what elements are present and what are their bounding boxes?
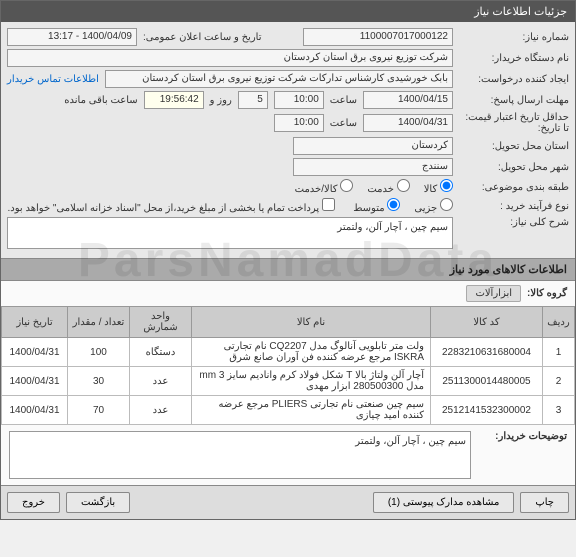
creator-field: بابک خورشیدی کارشناس تدارکات شرکت توزیع …: [105, 70, 453, 88]
radio-service[interactable]: [397, 179, 410, 192]
valid-date: 1400/04/31: [363, 114, 453, 132]
cell-n: 2: [543, 367, 575, 396]
cell-name: آچار آلن ولتاژ بالا T شکل فولاد کرم وانا…: [192, 367, 431, 396]
cell-n: 1: [543, 338, 575, 367]
city-label: شهر محل تحویل:: [459, 162, 569, 173]
cell-unit: دستگاه: [130, 338, 192, 367]
row-subject: شرح کلی نیاز: سیم چین ، آچار آلن، ولتمتر: [7, 217, 569, 249]
col-unit: واحد شمارش: [130, 307, 192, 338]
row-budget: طبقه بندی موضوعی: کالا خدمت کالا/خدمت: [7, 179, 569, 195]
province-label: استان محل تحویل:: [459, 141, 569, 152]
window: ParsNamadData جزئیات اطلاعات نیاز شماره …: [0, 0, 576, 520]
budget-radios: کالا خدمت کالا/خدمت: [295, 179, 453, 195]
form-area: شماره نیاز: 1100007017000122 تاریخ و ساع…: [1, 22, 575, 258]
row-province: استان محل تحویل: کردستان: [7, 137, 569, 155]
cell-code: 2511300014480005: [431, 367, 543, 396]
buyer-desc-label: توضیحات خریدار:: [477, 431, 567, 442]
cell-date: 1400/04/31: [2, 338, 68, 367]
buyer-label: نام دستگاه خریدار:: [459, 53, 569, 64]
buyer-desc-box: سیم چین ، آچار آلن، ولتمتر: [9, 431, 471, 479]
row-process: نوع فرآیند خرید : جزیی متوسط پرداخت تمام…: [7, 198, 569, 214]
print-button[interactable]: چاپ: [520, 492, 569, 513]
buyer-desc-block: توضیحات خریدار: سیم چین ، آچار آلن، ولتم…: [1, 425, 575, 485]
cell-n: 3: [543, 396, 575, 425]
back-button[interactable]: بازگشت: [66, 492, 130, 513]
col-name: نام کالا: [192, 307, 431, 338]
row-buyer: نام دستگاه خریدار: شرکت توزیع نیروی برق …: [7, 49, 569, 67]
table-row[interactable]: 12283210631680004ولت متر تابلویی آنالوگ …: [2, 338, 575, 367]
days-and-label: روز و: [210, 95, 232, 106]
opt-goods-service[interactable]: کالا/خدمت: [295, 179, 354, 195]
city-field: سنندج: [293, 158, 453, 176]
cell-code: 2283210631680004: [431, 338, 543, 367]
valid-hour: 10:00: [274, 114, 324, 132]
row-need-no: شماره نیاز: 1100007017000122 تاریخ و ساع…: [7, 28, 569, 46]
col-date: تاریخ نیاز: [2, 307, 68, 338]
cell-date: 1400/04/31: [2, 367, 68, 396]
items-header: اطلاعات کالاهای مورد نیاز: [1, 258, 575, 281]
announce-label: تاریخ و ساعت اعلان عمومی:: [143, 32, 262, 43]
group-row: گروه کالا: ابزارآلات: [1, 281, 575, 306]
need-no-label: شماره نیاز:: [459, 32, 569, 43]
treasury-checkbox[interactable]: [322, 198, 335, 211]
time-left: 19:56:42: [144, 91, 204, 109]
attach-button[interactable]: مشاهده مدارک پیوستی (1): [373, 492, 515, 513]
process-label: نوع فرآیند خرید :: [459, 201, 569, 212]
panel-title: جزئیات اطلاعات نیاز: [1, 1, 575, 22]
contact-link[interactable]: اطلاعات تماس خریدار: [7, 74, 99, 85]
opt-low[interactable]: جزیی: [414, 198, 453, 214]
hour-label-2: ساعت: [330, 118, 357, 129]
row-creator: ایجاد کننده درخواست: بابک خورشیدی کارشنا…: [7, 70, 569, 88]
opt-service[interactable]: خدمت: [367, 179, 409, 195]
valid-label: حداقل تاریخ اعتبار قیمت: تا تاریخ:: [459, 112, 569, 134]
group-label: گروه کالا:: [527, 288, 567, 299]
cell-name: سیم چین صنعتی نام تجارتی PLIERS مرجع عرض…: [192, 396, 431, 425]
group-pill[interactable]: ابزارآلات: [466, 285, 521, 302]
opt-goods[interactable]: کالا: [424, 179, 453, 195]
table-header-row: ردیف کد کالا نام کالا واحد شمارش تعداد /…: [2, 307, 575, 338]
row-deadline: مهلت ارسال پاسخ: 1400/04/15 ساعت 10:00 5…: [7, 91, 569, 109]
subject-field: سیم چین ، آچار آلن، ولتمتر: [7, 217, 453, 249]
row-city: شهر محل تحویل: سنندج: [7, 158, 569, 176]
cell-qty: 70: [68, 396, 130, 425]
radio-goods-service[interactable]: [340, 179, 353, 192]
creator-label: ایجاد کننده درخواست:: [459, 74, 569, 85]
budget-label: طبقه بندی موضوعی:: [459, 182, 569, 193]
hour-label-1: ساعت: [330, 95, 357, 106]
radio-mid[interactable]: [387, 198, 400, 211]
col-qty: تعداد / مقدار: [68, 307, 130, 338]
subject-label: شرح کلی نیاز:: [459, 217, 569, 228]
days-left: 5: [238, 91, 268, 109]
cell-date: 1400/04/31: [2, 396, 68, 425]
province-field: کردستان: [293, 137, 453, 155]
opt-mid[interactable]: متوسط: [353, 198, 400, 214]
col-row: ردیف: [543, 307, 575, 338]
cell-qty: 100: [68, 338, 130, 367]
table-row[interactable]: 22511300014480005آچار آلن ولتاژ بالا T ش…: [2, 367, 575, 396]
radio-goods[interactable]: [440, 179, 453, 192]
need-no-field: 1100007017000122: [303, 28, 453, 46]
buyer-field: شرکت توزیع نیروی برق استان کردستان: [7, 49, 453, 67]
deadline-date: 1400/04/15: [363, 91, 453, 109]
cell-code: 2512141532300002: [431, 396, 543, 425]
treasury-note[interactable]: پرداخت تمام یا بخشی از مبلغ خرید،از محل …: [8, 198, 336, 214]
main-panel: جزئیات اطلاعات نیاز شماره نیاز: 11000070…: [0, 0, 576, 520]
exit-button[interactable]: خروج: [7, 492, 60, 513]
cell-name: ولت متر تابلویی آنالوگ مدل CQ2207 نام تج…: [192, 338, 431, 367]
cell-qty: 30: [68, 367, 130, 396]
remain-label: ساعت باقی مانده: [64, 95, 137, 106]
items-table: ردیف کد کالا نام کالا واحد شمارش تعداد /…: [1, 306, 575, 425]
deadline-hour: 10:00: [274, 91, 324, 109]
row-valid: حداقل تاریخ اعتبار قیمت: تا تاریخ: 1400/…: [7, 112, 569, 134]
footer: چاپ مشاهده مدارک پیوستی (1) بازگشت خروج: [1, 485, 575, 519]
deadline-label: مهلت ارسال پاسخ:: [459, 95, 569, 106]
col-code: کد کالا: [431, 307, 543, 338]
process-radios: جزیی متوسط: [353, 198, 453, 214]
cell-unit: عدد: [130, 367, 192, 396]
radio-low[interactable]: [440, 198, 453, 211]
announce-field: 1400/04/09 - 13:17: [7, 28, 137, 46]
table-row[interactable]: 32512141532300002سیم چین صنعتی نام تجارت…: [2, 396, 575, 425]
cell-unit: عدد: [130, 396, 192, 425]
